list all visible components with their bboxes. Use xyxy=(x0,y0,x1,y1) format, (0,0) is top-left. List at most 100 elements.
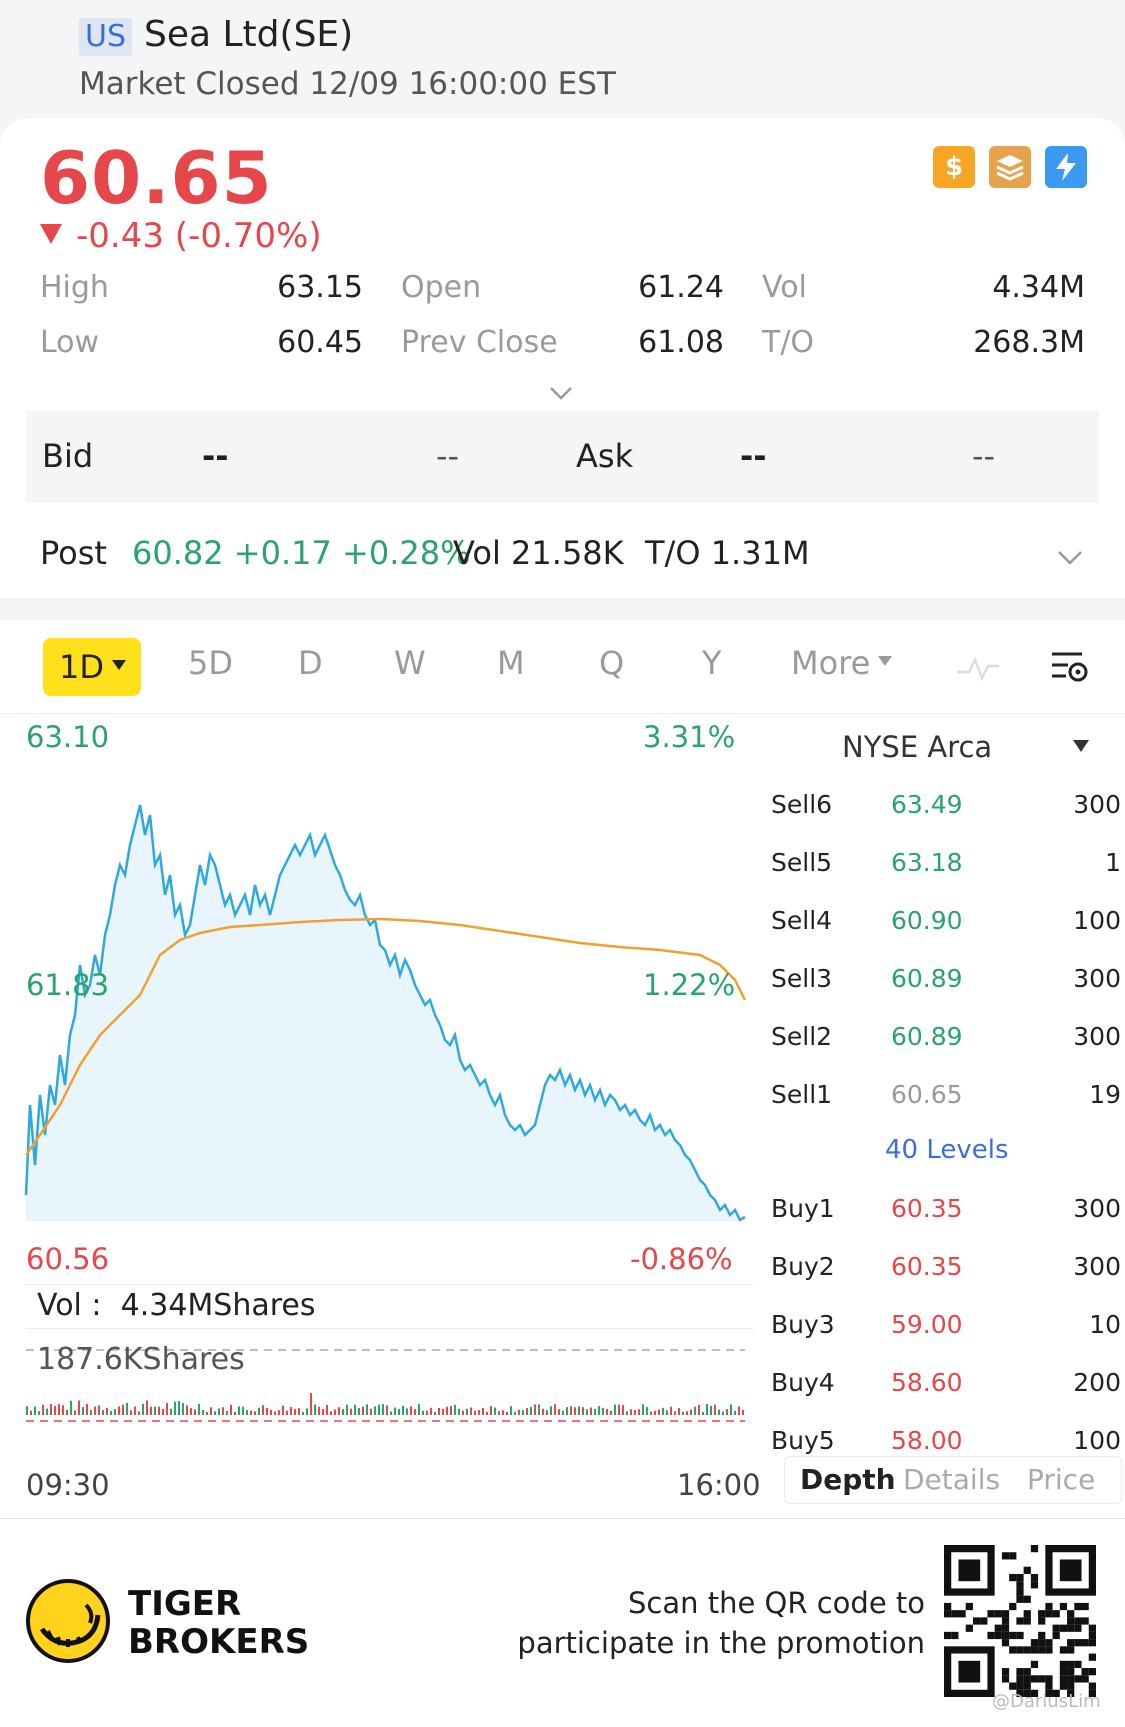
stock-title[interactable]: Sea Ltd(SE) xyxy=(144,14,354,55)
period-tabs: 1D 5D D W M Q Y More xyxy=(0,638,1125,698)
volume-bar xyxy=(406,1408,408,1415)
tab-m[interactable]: M xyxy=(497,644,525,682)
lightning-icon[interactable] xyxy=(1045,146,1087,188)
caret-down-icon[interactable] xyxy=(1073,740,1089,752)
volume-bar xyxy=(410,1406,412,1415)
qr-module xyxy=(1074,1624,1082,1632)
tab-5d[interactable]: 5D xyxy=(188,644,233,682)
volume-bar xyxy=(602,1407,604,1415)
levels-link[interactable]: 40 Levels xyxy=(885,1135,1009,1165)
tab-1d[interactable]: 1D xyxy=(43,638,141,696)
qr-module xyxy=(1045,1682,1053,1690)
volume-bar xyxy=(482,1407,484,1415)
volume-bar xyxy=(30,1410,32,1415)
sell-size: 100 xyxy=(1073,906,1121,935)
qr-module xyxy=(1067,1689,1075,1697)
qr-module xyxy=(1001,1631,1010,1640)
depth-tabs: Depth Details Price xyxy=(784,1456,1122,1504)
indicator-icon[interactable] xyxy=(955,652,1001,684)
chevron-down-icon[interactable] xyxy=(1055,542,1085,572)
buy-label: Buy4 xyxy=(771,1368,835,1397)
volume-bar xyxy=(126,1402,128,1415)
volume-bar xyxy=(530,1406,532,1415)
buy-size: 300 xyxy=(1073,1252,1121,1281)
high-value: 63.15 xyxy=(277,270,363,305)
brand-line-2: BROKERS xyxy=(128,1622,310,1662)
expand-chevron-icon[interactable] xyxy=(548,380,574,406)
qr-code[interactable] xyxy=(944,1545,1096,1697)
qr-module xyxy=(1030,1689,1039,1697)
tabs-divider xyxy=(0,713,1125,714)
volume-bar xyxy=(702,1411,704,1415)
y-mid-pct: 1.22% xyxy=(643,968,736,1002)
post-to: T/O 1.31M xyxy=(645,534,810,572)
price-line xyxy=(24,804,746,1222)
buy-price: 58.60 xyxy=(891,1368,963,1397)
tab-y[interactable]: Y xyxy=(702,644,722,682)
tab-more[interactable]: More xyxy=(791,644,893,682)
qr-module xyxy=(1016,1573,1024,1582)
qr-module xyxy=(1023,1675,1031,1683)
prev-close-label: Prev Close xyxy=(401,325,558,360)
volume-bar xyxy=(738,1406,740,1415)
sell-price: 60.90 xyxy=(891,906,963,935)
buy-price: 60.35 xyxy=(891,1252,963,1281)
tab-d[interactable]: D xyxy=(298,644,323,682)
volume-bar xyxy=(462,1410,464,1415)
volume-bar xyxy=(658,1409,660,1415)
volume-bar xyxy=(606,1408,608,1415)
open-value: 61.24 xyxy=(638,270,724,305)
qr-module xyxy=(1038,1646,1046,1654)
price-area xyxy=(26,805,745,1221)
chart-settings-icon[interactable] xyxy=(1048,648,1092,688)
qr-module xyxy=(1088,1639,1096,1647)
sell-row: Sell3 60.89 300 xyxy=(771,964,1121,1004)
volume-bar xyxy=(154,1406,156,1415)
intraday-chart[interactable] xyxy=(0,715,760,1425)
dollar-icon[interactable]: $ xyxy=(933,146,975,188)
tab-w[interactable]: W xyxy=(394,644,426,682)
stack-icon[interactable] xyxy=(989,146,1031,188)
volume-bar xyxy=(430,1407,432,1415)
volume-bar xyxy=(414,1409,416,1415)
qr-module xyxy=(994,1610,1002,1618)
volume-bar xyxy=(302,1411,304,1415)
volume-bar xyxy=(646,1407,648,1415)
volume-bar xyxy=(298,1408,300,1415)
sell-size: 300 xyxy=(1073,790,1121,819)
tab-q[interactable]: Q xyxy=(599,644,625,682)
last-price: 60.65 xyxy=(40,136,273,220)
exchange-selector[interactable]: NYSE Arca xyxy=(842,730,993,764)
tab-details[interactable]: Details xyxy=(903,1463,1001,1496)
qr-module xyxy=(1074,1617,1082,1625)
volume-bar xyxy=(82,1406,84,1415)
volume-bar xyxy=(34,1406,36,1415)
sell-size: 19 xyxy=(1089,1080,1121,1109)
tab-price[interactable]: Price xyxy=(1027,1463,1096,1496)
volume-bar xyxy=(498,1411,500,1415)
volume-bar xyxy=(106,1407,108,1415)
sell-size: 1 xyxy=(1105,848,1121,877)
qr-module xyxy=(1009,1682,1017,1690)
volume-bar xyxy=(626,1411,628,1415)
volume-bar xyxy=(278,1410,280,1415)
volume-bar xyxy=(314,1404,316,1415)
buy-row: Buy3 59.00 10 xyxy=(771,1310,1121,1350)
volume-bar xyxy=(322,1409,324,1415)
qr-module xyxy=(1023,1610,1031,1618)
volume-bar xyxy=(666,1410,668,1415)
volume-bar xyxy=(558,1409,560,1415)
buy-row: Buy5 58.00 100 xyxy=(771,1426,1121,1454)
stats-row-2: Low 60.45 Prev Close 61.08 T/O 268.3M xyxy=(40,325,1085,380)
sell-price: 60.89 xyxy=(891,964,963,993)
volume-bar xyxy=(174,1401,176,1415)
volume-bar xyxy=(434,1411,436,1415)
volume-bar xyxy=(382,1404,384,1415)
tab-depth[interactable]: Depth xyxy=(800,1463,896,1496)
post-market-row[interactable]: Post 60.82 +0.17 +0.28% Vol 21.58K T/O 1… xyxy=(40,534,1085,584)
qr-module xyxy=(1059,1675,1068,1683)
volume-label: Vol : xyxy=(37,1288,102,1323)
prev-close-value: 61.08 xyxy=(638,325,724,360)
qr-module xyxy=(1067,1682,1075,1690)
volume-bar xyxy=(622,1405,624,1415)
